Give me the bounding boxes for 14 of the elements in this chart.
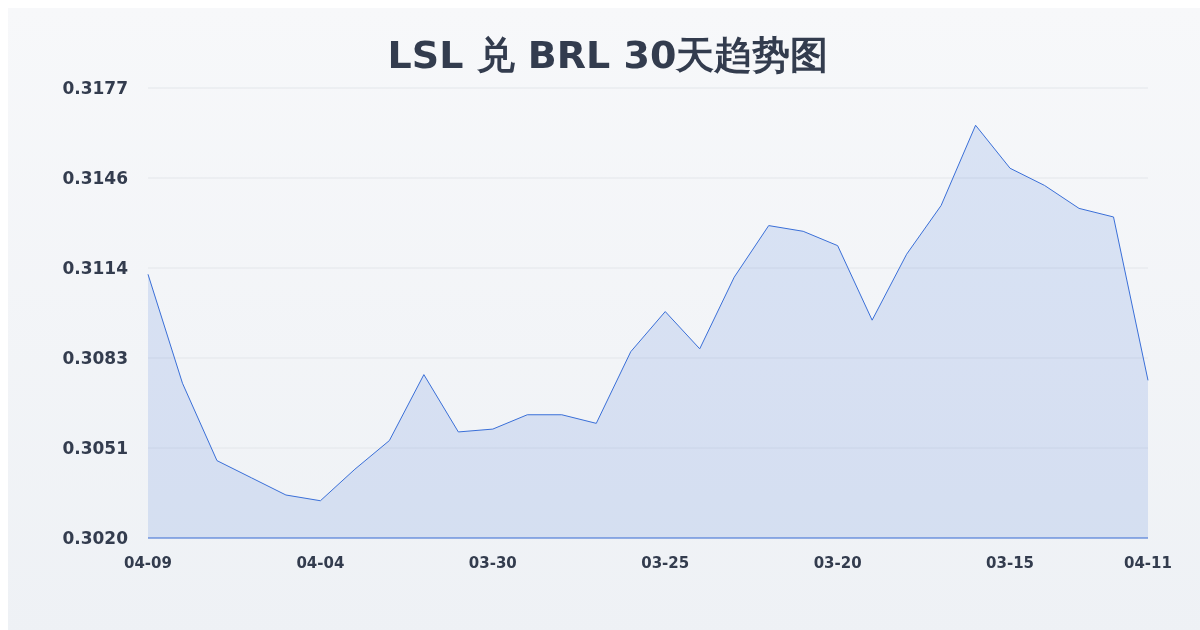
y-tick-label: 0.3146 [62, 168, 128, 188]
x-tick-label: 04-09 [124, 554, 172, 572]
y-tick-label: 0.3083 [62, 348, 128, 368]
x-tick-label: 04-04 [296, 554, 345, 572]
y-tick-label: 0.3114 [62, 258, 129, 278]
x-tick-label: 03-15 [986, 554, 1035, 572]
x-tick-label: 03-30 [468, 554, 517, 572]
x-tick-label: 04-11 [1124, 554, 1172, 572]
x-tick-label: 03-20 [813, 554, 862, 572]
chart-title: LSL 兑 BRL 30天趋势图 [387, 33, 829, 77]
y-tick-label: 0.3051 [62, 438, 128, 458]
y-tick-label: 0.3020 [62, 528, 129, 548]
y-tick-label: 0.3177 [62, 78, 128, 98]
x-tick-label: 03-25 [641, 554, 690, 572]
